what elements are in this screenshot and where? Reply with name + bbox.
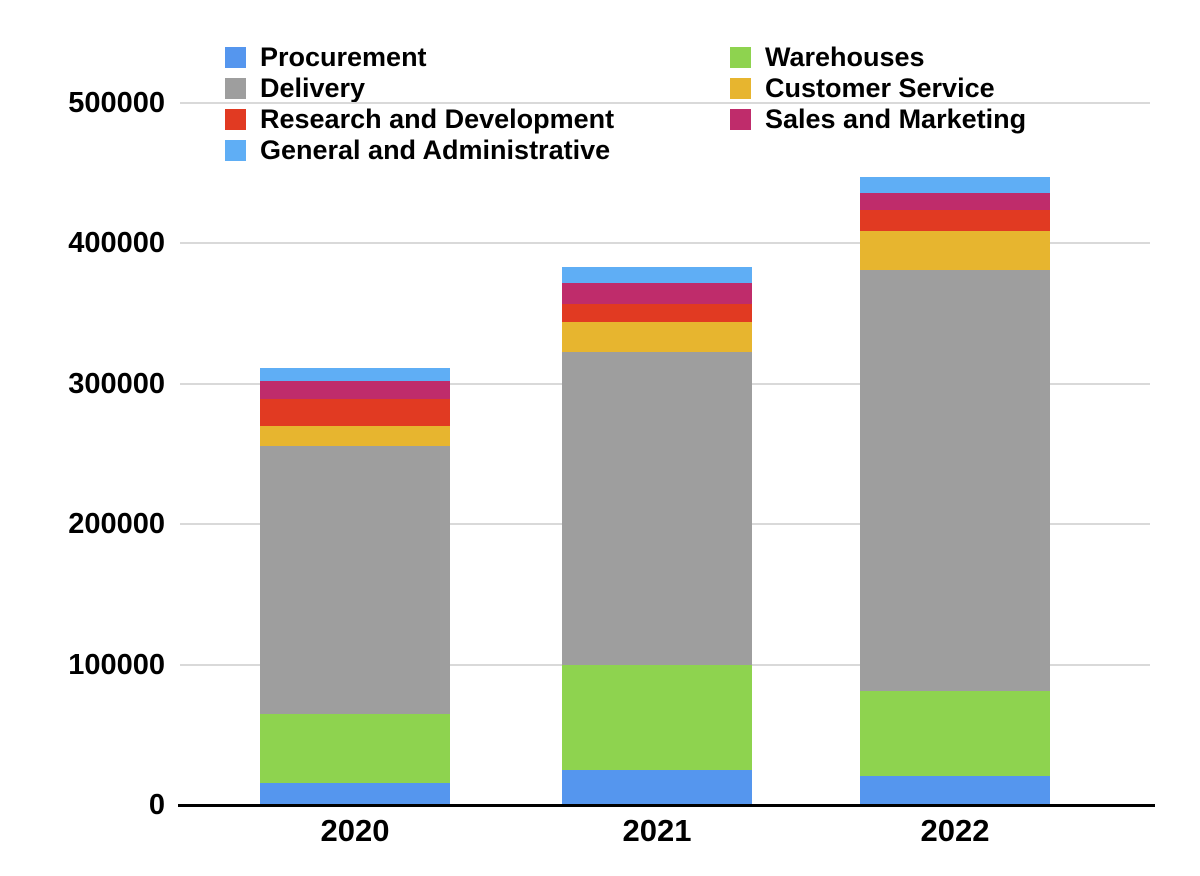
segment-sales-and-marketing-2020[interactable] [260, 381, 450, 400]
legend-item-general-and-administrative: General and Administrative [225, 135, 614, 166]
legend-item-procurement: Procurement [225, 42, 614, 73]
y-tick-label-0: 0 [148, 789, 165, 821]
y-tick-label-100000: 100000 [68, 648, 165, 681]
legend-swatch-customer-service [730, 78, 751, 99]
segment-delivery-2021[interactable] [562, 351, 752, 665]
x-tick-label-2020: 2020 [320, 813, 390, 848]
gridline-400000 [180, 242, 1150, 245]
legend-item-warehouses: Warehouses [730, 42, 1026, 73]
gridline-500000 [180, 102, 1150, 104]
legend-item-research-and-development: Research and Development [225, 104, 614, 135]
x-axis-line [178, 804, 1155, 807]
segment-delivery-2022[interactable] [860, 270, 1050, 692]
segment-procurement-2021[interactable] [562, 769, 752, 805]
segment-general-and-administrative-2021[interactable] [562, 267, 752, 283]
legend-swatch-sales-and-marketing [730, 109, 751, 130]
legend-swatch-research-and-development [225, 109, 246, 130]
legend-column-2: Warehouses Customer Service Sales and Mark… [730, 42, 1026, 135]
segment-research-and-development-2022[interactable] [860, 209, 1050, 231]
x-tick-label-2021: 2021 [622, 813, 692, 848]
legend-label-procurement: Procurement [260, 42, 427, 72]
legend-swatch-procurement [225, 47, 246, 68]
segment-procurement-2022[interactable] [860, 775, 1050, 805]
segment-research-and-development-2021[interactable] [562, 303, 752, 323]
segment-customer-service-2022[interactable] [860, 230, 1050, 271]
y-tick-label-300000: 300000 [68, 367, 165, 400]
legend-label-sales-and-marketing: Sales and Marketing [765, 104, 1027, 134]
legend-label-research-and-development: Research and Development [260, 104, 615, 134]
legend-label-delivery: Delivery [260, 73, 366, 103]
legend-column-1: Procurement Delivery Research and Developm… [225, 42, 614, 166]
segment-sales-and-marketing-2021[interactable] [562, 282, 752, 304]
y-tick-label-500000: 500000 [68, 87, 165, 119]
legend-item-customer-service: Customer Service [730, 73, 1026, 104]
legend-item-delivery: Delivery [225, 73, 614, 104]
y-tick-label-400000: 400000 [68, 227, 165, 260]
segment-warehouses-2020[interactable] [260, 713, 450, 783]
segment-customer-service-2021[interactable] [562, 322, 752, 352]
legend-swatch-general-and-administrative [225, 140, 246, 161]
legend-swatch-warehouses [730, 47, 751, 68]
segment-sales-and-marketing-2022[interactable] [860, 192, 1050, 210]
segment-general-and-administrative-2020[interactable] [260, 368, 450, 382]
segment-delivery-2020[interactable] [260, 445, 450, 714]
legend-label-general-and-administrative: General and Administrative [260, 135, 611, 165]
legend-label-customer-service: Customer Service [765, 73, 995, 103]
legend-swatch-delivery [225, 78, 246, 99]
segment-procurement-2020[interactable] [260, 782, 450, 805]
legend-label-warehouses: Warehouses [765, 42, 925, 72]
bar-2020[interactable] [260, 368, 450, 805]
x-tick-label-2022: 2022 [920, 813, 990, 848]
segment-warehouses-2022[interactable] [860, 691, 1050, 776]
segment-warehouses-2021[interactable] [562, 664, 752, 770]
legend-item-sales-and-marketing: Sales and Marketing [730, 104, 1026, 135]
segment-general-and-administrative-2022[interactable] [860, 177, 1050, 193]
bar-2021[interactable] [562, 267, 752, 805]
segment-customer-service-2020[interactable] [260, 425, 450, 446]
y-tick-label-200000: 200000 [68, 508, 165, 541]
plot-area [180, 102, 1150, 805]
chart-legend: Procurement Delivery Research and Developm… [0, 42, 1200, 172]
bar-2022[interactable] [860, 177, 1050, 805]
segment-research-and-development-2020[interactable] [260, 399, 450, 426]
